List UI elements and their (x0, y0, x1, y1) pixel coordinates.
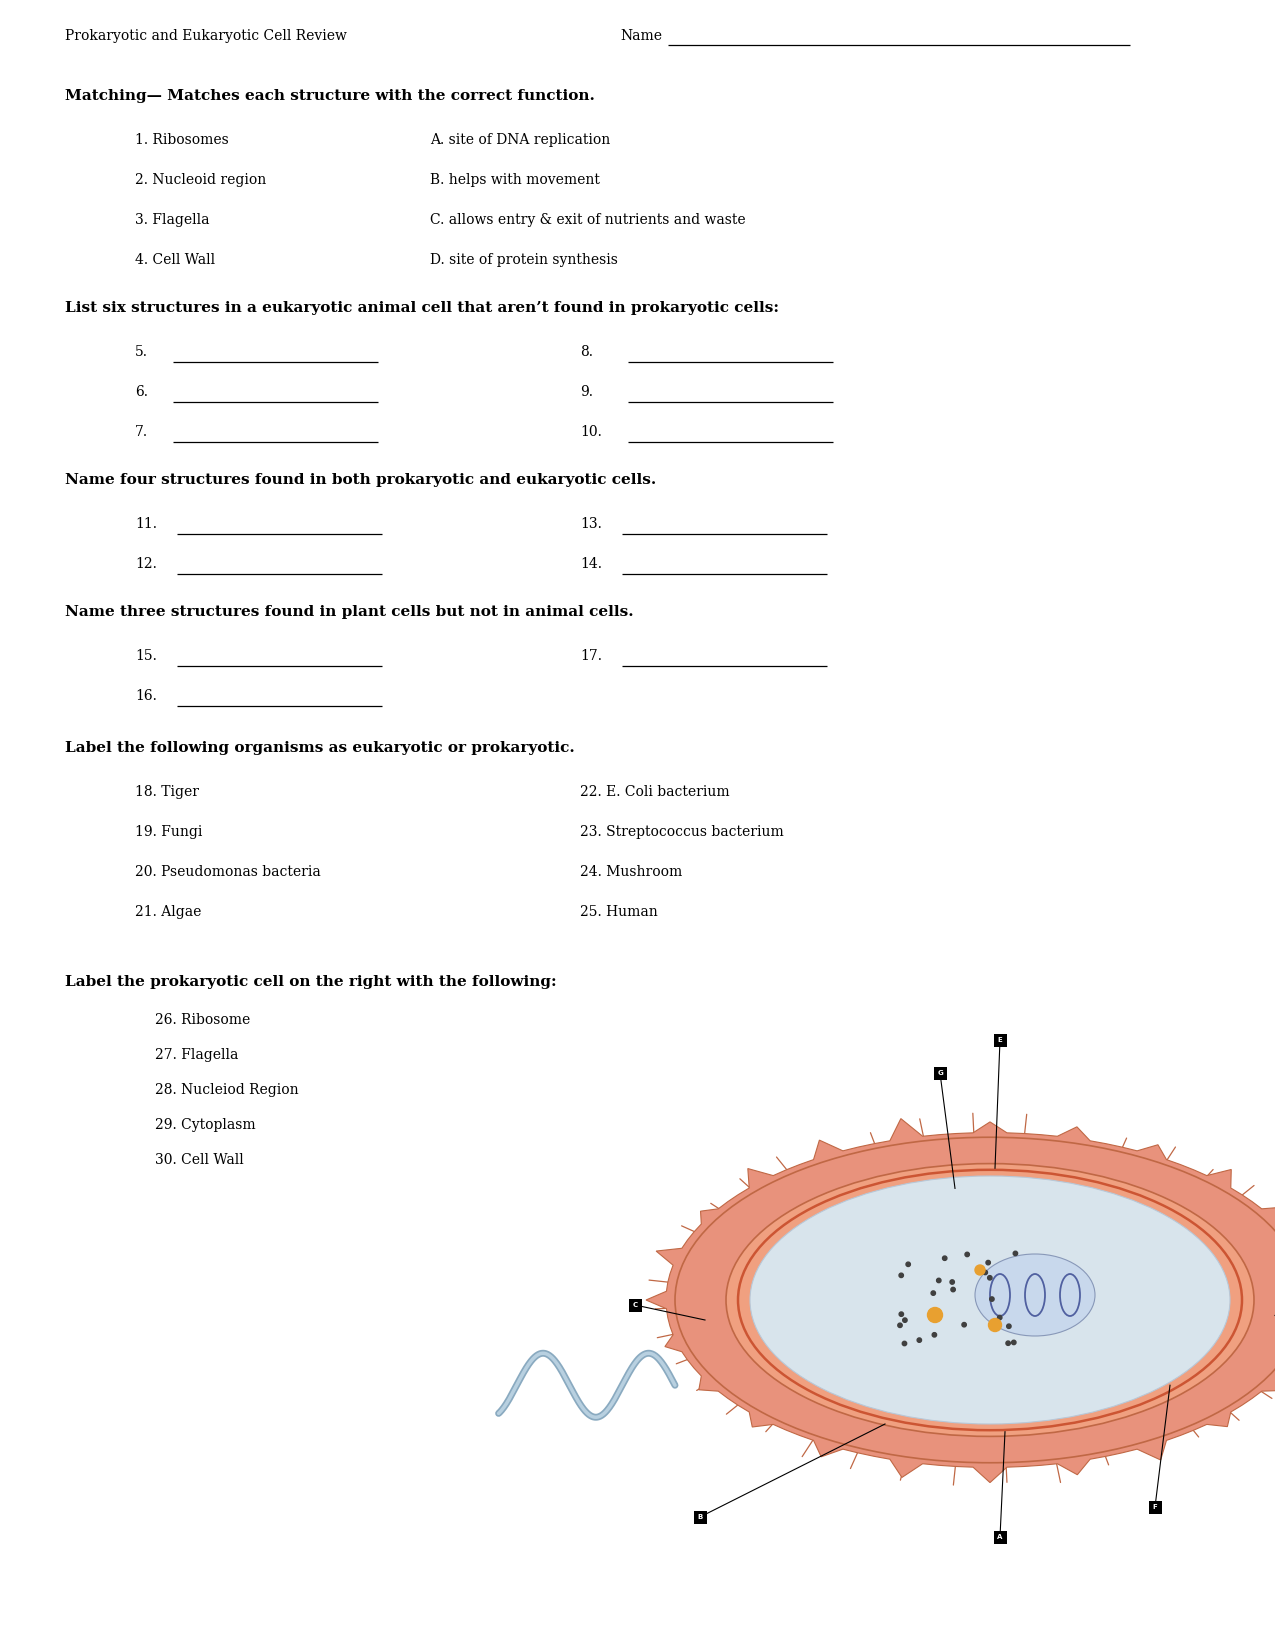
Text: A. site of DNA replication: A. site of DNA replication (430, 134, 611, 147)
Text: 8.: 8. (580, 345, 593, 360)
Text: 4. Cell Wall: 4. Cell Wall (135, 252, 215, 267)
Circle shape (932, 1333, 937, 1336)
Ellipse shape (674, 1137, 1275, 1464)
Circle shape (951, 1287, 955, 1292)
Text: 28. Nucleiod Region: 28. Nucleiod Region (156, 1082, 298, 1097)
Circle shape (942, 1256, 947, 1261)
Circle shape (899, 1274, 904, 1277)
Ellipse shape (725, 1163, 1255, 1437)
Bar (629, 1299, 641, 1312)
Bar (933, 1066, 946, 1079)
Text: Prokaryotic and Eukaryotic Cell Review: Prokaryotic and Eukaryotic Cell Review (65, 30, 347, 43)
Text: 3. Flagella: 3. Flagella (135, 213, 209, 228)
Text: 29. Cytoplasm: 29. Cytoplasm (156, 1119, 255, 1132)
Circle shape (975, 1266, 986, 1275)
Text: 21. Algae: 21. Algae (135, 904, 201, 919)
Text: Label the prokaryotic cell on the right with the following:: Label the prokaryotic cell on the right … (65, 975, 557, 988)
Circle shape (903, 1318, 907, 1322)
Circle shape (898, 1323, 903, 1328)
Text: 1. Ribosomes: 1. Ribosomes (135, 134, 228, 147)
Bar (993, 1531, 1006, 1543)
Bar (993, 1033, 1006, 1046)
Text: 16.: 16. (135, 690, 157, 703)
Circle shape (1007, 1323, 1011, 1328)
Text: Label the following organisms as eukaryotic or prokaryotic.: Label the following organisms as eukaryo… (65, 741, 575, 756)
Text: List six structures in a eukaryotic animal cell that aren’t found in prokaryotic: List six structures in a eukaryotic anim… (65, 300, 779, 315)
Text: 24. Mushroom: 24. Mushroom (580, 865, 682, 879)
Text: 27. Flagella: 27. Flagella (156, 1048, 238, 1063)
Text: 14.: 14. (580, 558, 602, 571)
Circle shape (989, 1297, 994, 1302)
Circle shape (937, 1279, 941, 1282)
Text: 19. Fungi: 19. Fungi (135, 825, 203, 838)
Text: Matching— Matches each structure with the correct function.: Matching— Matches each structure with th… (65, 89, 595, 102)
Text: 12.: 12. (135, 558, 157, 571)
Circle shape (903, 1341, 907, 1346)
Text: 5.: 5. (135, 345, 148, 360)
Text: 9.: 9. (580, 384, 593, 399)
Text: C: C (632, 1302, 638, 1308)
Text: 15.: 15. (135, 648, 157, 663)
Text: 7.: 7. (135, 426, 148, 439)
Circle shape (950, 1280, 955, 1284)
Text: 23. Streptococcus bacterium: 23. Streptococcus bacterium (580, 825, 784, 838)
Circle shape (986, 1261, 991, 1266)
Text: Name four structures found in both prokaryotic and eukaryotic cells.: Name four structures found in both proka… (65, 474, 657, 487)
Text: Name: Name (620, 30, 662, 43)
Text: 18. Tiger: 18. Tiger (135, 785, 199, 799)
Polygon shape (646, 1119, 1275, 1483)
Text: G: G (937, 1069, 944, 1076)
Circle shape (961, 1323, 966, 1327)
Text: C. allows entry & exit of nutrients and waste: C. allows entry & exit of nutrients and … (430, 213, 746, 228)
Circle shape (988, 1318, 1001, 1332)
Circle shape (917, 1338, 922, 1343)
Circle shape (997, 1315, 1002, 1320)
Circle shape (988, 1275, 992, 1280)
Text: 17.: 17. (580, 648, 602, 663)
Text: 11.: 11. (135, 516, 157, 531)
Circle shape (907, 1262, 910, 1267)
Circle shape (1006, 1341, 1010, 1345)
Text: 13.: 13. (580, 516, 602, 531)
Text: A: A (997, 1534, 1002, 1539)
Text: 26. Ribosome: 26. Ribosome (156, 1013, 250, 1026)
Text: F: F (1153, 1505, 1158, 1510)
Text: 2. Nucleoid region: 2. Nucleoid region (135, 173, 266, 186)
Text: 20. Pseudomonas bacteria: 20. Pseudomonas bacteria (135, 865, 321, 879)
Circle shape (1011, 1340, 1016, 1345)
Circle shape (899, 1312, 904, 1317)
Circle shape (933, 1313, 938, 1317)
Circle shape (927, 1307, 942, 1323)
Text: Name three structures found in plant cells but not in animal cells.: Name three structures found in plant cel… (65, 606, 634, 619)
Text: B: B (697, 1515, 703, 1520)
Text: 25. Human: 25. Human (580, 904, 658, 919)
Bar (694, 1510, 706, 1523)
Circle shape (983, 1270, 987, 1275)
Circle shape (965, 1252, 969, 1257)
Circle shape (1014, 1251, 1017, 1256)
Bar (1149, 1500, 1162, 1513)
Text: 10.: 10. (580, 426, 602, 439)
Text: B. helps with movement: B. helps with movement (430, 173, 599, 186)
Circle shape (931, 1290, 936, 1295)
Text: D. site of protein synthesis: D. site of protein synthesis (430, 252, 618, 267)
Ellipse shape (975, 1254, 1095, 1336)
Ellipse shape (750, 1176, 1230, 1424)
Text: 30. Cell Wall: 30. Cell Wall (156, 1153, 244, 1167)
Text: 22. E. Coli bacterium: 22. E. Coli bacterium (580, 785, 729, 799)
Text: 6.: 6. (135, 384, 148, 399)
Text: E: E (997, 1036, 1002, 1043)
